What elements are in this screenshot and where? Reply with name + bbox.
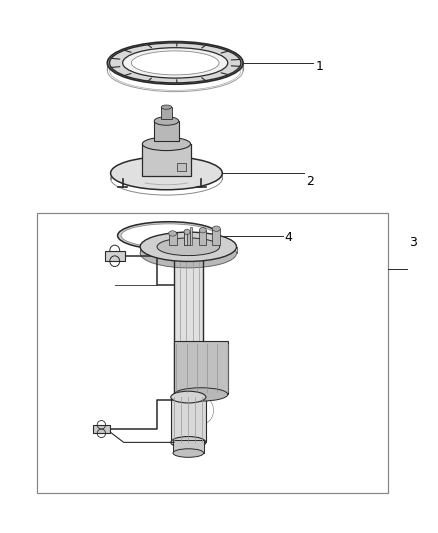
- Ellipse shape: [131, 51, 219, 75]
- Ellipse shape: [184, 229, 190, 235]
- Bar: [93, 425, 110, 433]
- Ellipse shape: [169, 231, 177, 236]
- Ellipse shape: [171, 391, 206, 403]
- Ellipse shape: [110, 157, 222, 190]
- Ellipse shape: [173, 449, 204, 457]
- Bar: [142, 144, 191, 176]
- Bar: [154, 121, 179, 141]
- Ellipse shape: [161, 105, 172, 109]
- Ellipse shape: [140, 239, 237, 268]
- Bar: [169, 233, 177, 245]
- Bar: [174, 341, 228, 394]
- Ellipse shape: [174, 388, 228, 401]
- Bar: [212, 229, 220, 245]
- Ellipse shape: [110, 43, 241, 83]
- Ellipse shape: [117, 222, 219, 249]
- Text: 2: 2: [307, 175, 314, 188]
- Text: 4: 4: [285, 231, 293, 244]
- Bar: [177, 163, 186, 171]
- Ellipse shape: [107, 42, 243, 84]
- Ellipse shape: [157, 238, 219, 256]
- Bar: [171, 397, 206, 442]
- Ellipse shape: [140, 232, 237, 262]
- Bar: [37, 213, 388, 493]
- Bar: [174, 264, 202, 426]
- Ellipse shape: [123, 48, 228, 78]
- Bar: [105, 251, 124, 261]
- Ellipse shape: [154, 117, 179, 125]
- Ellipse shape: [212, 226, 220, 231]
- Ellipse shape: [142, 137, 191, 151]
- Ellipse shape: [171, 437, 206, 448]
- Bar: [161, 107, 172, 119]
- Bar: [173, 440, 204, 453]
- Bar: [199, 230, 206, 245]
- Text: 1: 1: [315, 60, 323, 73]
- Ellipse shape: [199, 228, 206, 233]
- Bar: [190, 227, 192, 245]
- Ellipse shape: [121, 224, 216, 247]
- Text: 3: 3: [410, 236, 417, 249]
- Bar: [184, 232, 190, 245]
- Bar: [184, 230, 187, 245]
